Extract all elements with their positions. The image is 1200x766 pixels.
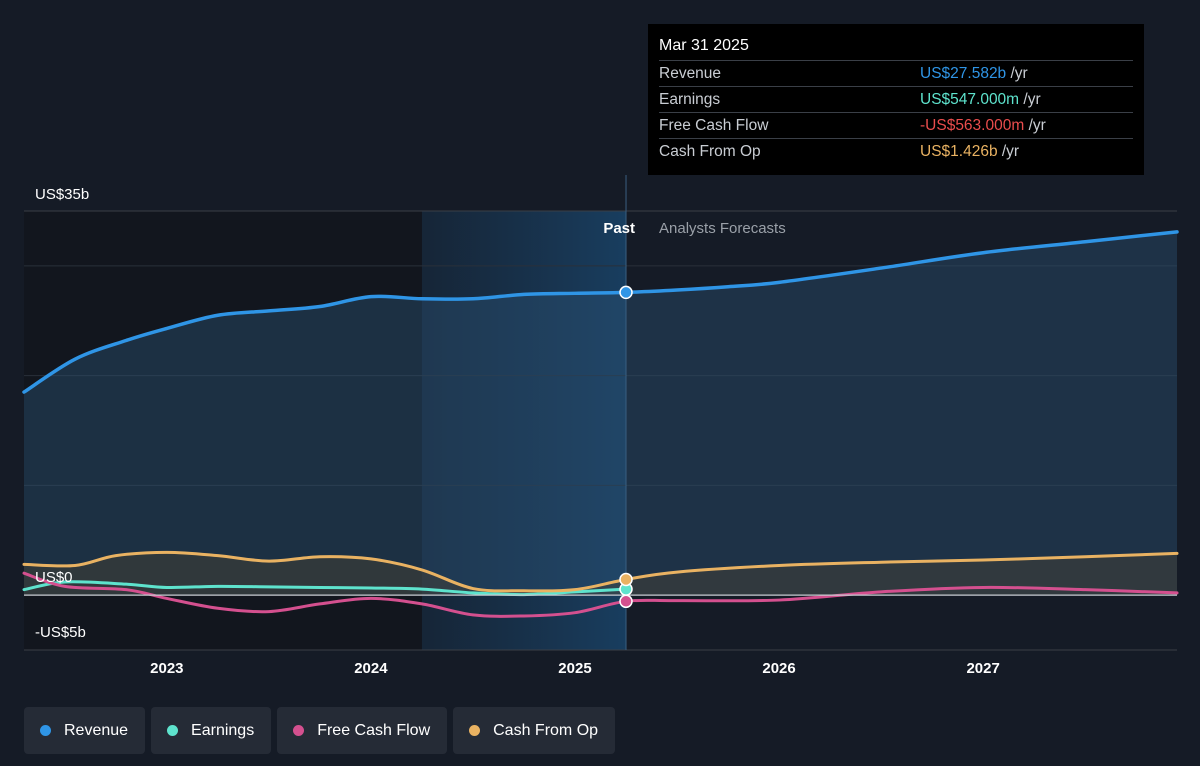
tooltip-amount: -US$563.000m	[920, 116, 1025, 134]
legend-dot-icon	[469, 725, 481, 736]
tooltip-row: Free Cash Flow -US$563.000m /yr	[659, 112, 1133, 138]
x-tick-label: 2025	[558, 660, 591, 677]
free-cash-flow-line	[22, 571, 1179, 618]
legend-dot-icon	[40, 725, 51, 736]
legend-item-free-cash-flow[interactable]: Free Cash Flow	[277, 707, 448, 754]
tooltip-amount: US$1.426b	[920, 142, 998, 160]
tooltip: Mar 31 2025 Revenue US$27.582b /yr Earning…	[648, 24, 1144, 175]
x-tick-label: 2023	[150, 660, 183, 677]
cash-from-op-line	[22, 550, 1179, 593]
legend-item-revenue[interactable]: Revenue	[24, 707, 146, 754]
tooltip-amount: US$547.000m	[920, 90, 1020, 108]
x-tick-label: 2026	[762, 660, 795, 677]
tooltip-amount: US$27.582b	[920, 64, 1007, 82]
tooltip-value: -US$563.000m /yr	[920, 117, 1133, 135]
legend-label: Earnings	[191, 721, 255, 739]
legend-label: Cash From Op	[493, 721, 599, 739]
legend-label: Revenue	[64, 721, 129, 739]
x-tick-label: 2027	[966, 660, 999, 677]
y-label-zero: US$0	[35, 569, 73, 586]
tooltip-label: Revenue	[659, 64, 722, 82]
highlight-region	[421, 211, 627, 650]
forecast-label: Analysts Forecasts	[659, 220, 786, 237]
past-dark-region	[24, 211, 422, 650]
past-label: Past	[603, 220, 635, 237]
tooltip-unit: /yr	[1006, 64, 1028, 82]
tooltip-row: Earnings US$547.000m /yr	[659, 86, 1133, 112]
legend: Revenue Earnings Free Cash Flow Cash From O…	[24, 707, 616, 754]
tooltip-value: US$547.000m /yr	[920, 91, 1133, 109]
legend-item-earnings[interactable]: Earnings	[151, 707, 272, 754]
tooltip-value: US$1.426b /yr	[920, 143, 1133, 161]
tooltip-unit: /yr	[1019, 90, 1041, 108]
tooltip-value: US$27.582b /yr	[920, 65, 1133, 83]
revenue-area	[24, 231, 1177, 596]
x-tick-label: 2024	[354, 660, 388, 677]
tooltip-unit: /yr	[997, 142, 1020, 160]
tooltip-label: Cash From Op	[659, 142, 761, 160]
legend-label: Free Cash Flow	[317, 721, 431, 739]
free-cash-flow-marker	[619, 594, 633, 609]
tooltip-row: Revenue US$27.582b /yr	[659, 60, 1133, 86]
tooltip-date: Mar 31 2025	[659, 37, 749, 54]
y-label-top: US$35b	[35, 186, 89, 203]
tooltip-label: Earnings	[659, 90, 721, 108]
legend-dot-icon	[293, 725, 305, 736]
legend-dot-icon	[167, 725, 179, 736]
tooltip-row: Cash From Op US$1.426b /yr	[659, 138, 1133, 164]
cash-from-op-marker	[619, 572, 633, 587]
legend-item-cash-from-op[interactable]: Cash From Op	[453, 707, 616, 754]
tooltip-label: Free Cash Flow	[659, 116, 769, 134]
revenue-line	[22, 230, 1179, 394]
y-label-bottom: -US$5b	[35, 624, 86, 641]
tooltip-unit: /yr	[1024, 116, 1046, 134]
revenue-marker	[619, 285, 633, 300]
